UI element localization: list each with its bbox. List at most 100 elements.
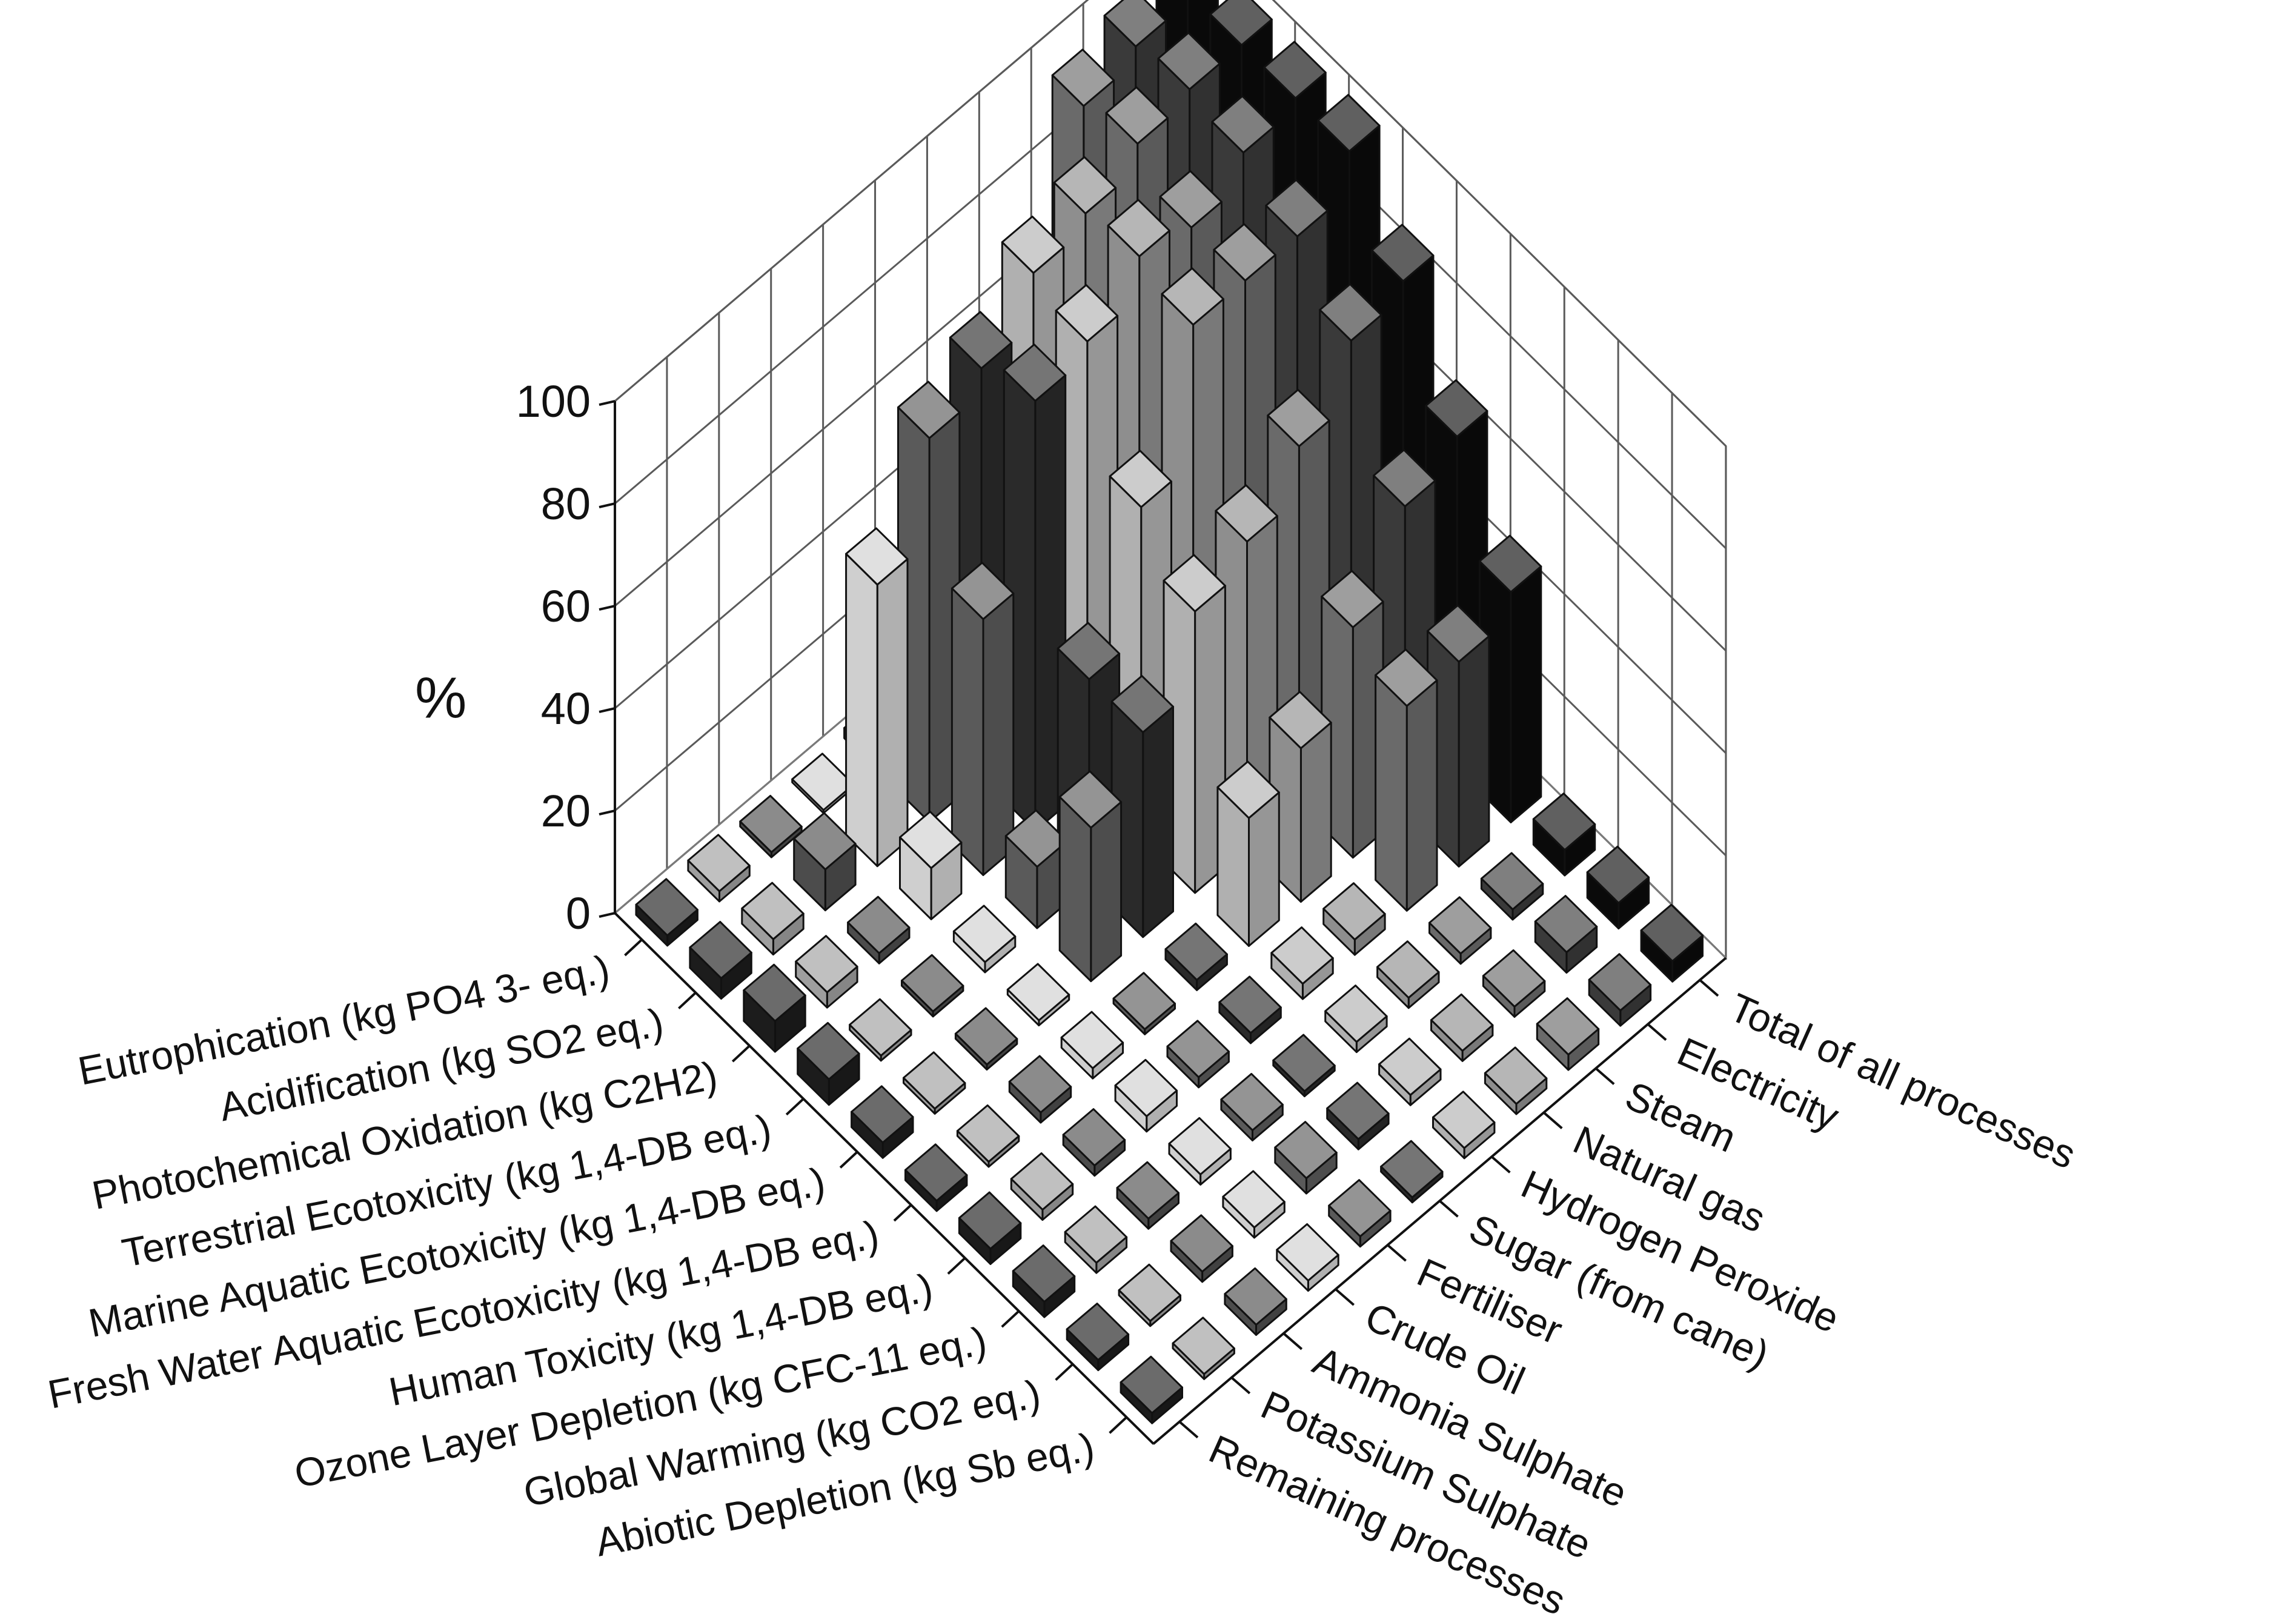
bar-face-front xyxy=(876,558,909,868)
bar-face-top xyxy=(1586,845,1650,904)
bar xyxy=(797,1021,860,1106)
z-tick xyxy=(599,400,615,407)
bar-face-front xyxy=(1510,565,1542,823)
bar-face-top xyxy=(1376,940,1440,999)
process-tick xyxy=(1282,1332,1303,1350)
bar xyxy=(1222,1170,1286,1239)
bar xyxy=(743,963,806,1053)
bar-face-top xyxy=(1053,156,1117,214)
bar-face-top xyxy=(1172,1317,1235,1375)
process-tick xyxy=(1647,1023,1667,1041)
bar-face-top xyxy=(1003,344,1067,402)
bar-face-top xyxy=(904,1143,968,1202)
z-tick xyxy=(599,912,615,918)
bar-face-top xyxy=(1428,896,1492,955)
process-tick xyxy=(1387,1244,1407,1262)
bar-face-top xyxy=(1008,1055,1072,1114)
bar xyxy=(1058,770,1123,983)
bar-face-top xyxy=(958,1191,1022,1250)
bar xyxy=(793,812,857,912)
process-tick xyxy=(1491,1155,1511,1174)
bar xyxy=(1378,1037,1442,1106)
bar-face-top xyxy=(1062,1108,1126,1167)
z-tick xyxy=(599,605,615,611)
bar-face-top xyxy=(1478,534,1542,593)
bar xyxy=(1484,1046,1548,1115)
bar-face-top xyxy=(1373,449,1436,508)
bar-face-top xyxy=(739,795,803,854)
bar-face-top xyxy=(791,752,855,811)
z-tick-label: 100 xyxy=(516,376,591,427)
bar-face-top xyxy=(1378,1037,1442,1096)
bar xyxy=(851,1085,914,1159)
bar xyxy=(1376,940,1440,1009)
bar-face-top xyxy=(1326,1081,1390,1140)
bar xyxy=(1062,1108,1126,1177)
bar xyxy=(1482,949,1546,1018)
bar-face-top xyxy=(1322,882,1386,941)
bar-face-top xyxy=(1161,267,1224,326)
bar xyxy=(1430,993,1494,1062)
bar xyxy=(739,795,803,858)
bar-face-top xyxy=(1482,949,1546,1008)
bar-face-top xyxy=(1265,179,1329,237)
bar-face-top xyxy=(1211,95,1275,154)
bar xyxy=(687,834,751,903)
process-tick xyxy=(1335,1288,1355,1306)
bar-face-top xyxy=(845,527,909,586)
bar-face-top xyxy=(1319,283,1382,342)
bar-face-front xyxy=(1248,791,1280,947)
bar-face-top xyxy=(687,834,751,892)
category-tick xyxy=(731,1044,751,1063)
bar xyxy=(1172,1317,1235,1380)
bar xyxy=(958,1191,1022,1265)
bar xyxy=(847,895,911,965)
bar-face-top xyxy=(1166,1020,1230,1078)
bar xyxy=(1170,1214,1233,1283)
bar xyxy=(1010,1152,1074,1221)
bar-face-top xyxy=(1066,1303,1130,1361)
bar-face-top xyxy=(1213,223,1276,282)
bar-face-top xyxy=(1267,388,1330,447)
bar-face-top xyxy=(901,954,964,1012)
bar xyxy=(1532,792,1596,877)
bar-face-top xyxy=(1118,1263,1181,1322)
bar-face-top xyxy=(903,1051,966,1110)
bar-face-top xyxy=(1430,993,1494,1052)
bar-face-top xyxy=(1105,86,1169,145)
bar-face-front xyxy=(1090,801,1123,983)
category-axis-line xyxy=(614,912,1155,1445)
z-tick-label: 0 xyxy=(566,888,591,938)
bar-face-top xyxy=(1216,760,1280,819)
bar-face-top xyxy=(1380,1140,1444,1198)
bar xyxy=(1164,922,1228,991)
bar xyxy=(1326,1081,1390,1151)
bar-face-top xyxy=(1534,895,1598,954)
bar xyxy=(1112,972,1176,1035)
z-tick xyxy=(599,707,615,714)
bar-face-top xyxy=(795,935,858,994)
bar-face-top xyxy=(847,895,911,954)
bar xyxy=(741,882,805,955)
bar-face-top xyxy=(1055,284,1119,342)
bar-face-top xyxy=(1012,1244,1076,1303)
bar xyxy=(956,1104,1020,1168)
bar-face-top xyxy=(1222,1170,1286,1229)
bar-face-top xyxy=(1103,0,1167,48)
bar-face-top xyxy=(899,811,963,869)
bar xyxy=(1166,1020,1230,1089)
bar-face-top xyxy=(1215,484,1278,543)
bar xyxy=(1274,1121,1338,1195)
bar xyxy=(1380,1140,1444,1204)
bar xyxy=(1588,953,1652,1027)
category-tick xyxy=(893,1204,912,1222)
bar-face-top xyxy=(1064,1205,1128,1264)
category-tick xyxy=(947,1257,966,1275)
category-tick xyxy=(1109,1416,1127,1434)
bar-face-top xyxy=(635,878,698,937)
bar xyxy=(1118,1263,1181,1327)
bar-face-top xyxy=(743,963,806,1022)
bar xyxy=(1163,554,1226,894)
bar-face-side xyxy=(951,587,984,876)
